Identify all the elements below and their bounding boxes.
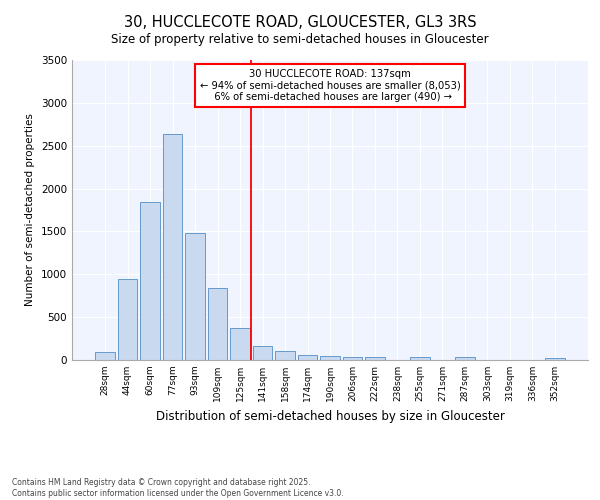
Bar	[320, 356, 340, 360]
Text: Size of property relative to semi-detached houses in Gloucester: Size of property relative to semi-detach…	[111, 32, 489, 46]
Text: 30 HUCCLECOTE ROAD: 137sqm
← 94% of semi-detached houses are smaller (8,053)
  6: 30 HUCCLECOTE ROAD: 137sqm ← 94% of semi…	[200, 69, 460, 102]
Bar	[208, 288, 227, 360]
Text: Contains HM Land Registry data © Crown copyright and database right 2025.
Contai: Contains HM Land Registry data © Crown c…	[12, 478, 344, 498]
Bar	[455, 358, 475, 360]
Bar	[163, 134, 182, 360]
X-axis label: Distribution of semi-detached houses by size in Gloucester: Distribution of semi-detached houses by …	[155, 410, 505, 422]
Bar	[298, 356, 317, 360]
Bar	[365, 358, 385, 360]
Bar	[140, 202, 160, 360]
Bar	[343, 358, 362, 360]
Bar	[253, 346, 272, 360]
Bar	[545, 358, 565, 360]
Text: 30, HUCCLECOTE ROAD, GLOUCESTER, GL3 3RS: 30, HUCCLECOTE ROAD, GLOUCESTER, GL3 3RS	[124, 15, 476, 30]
Bar	[95, 352, 115, 360]
Bar	[410, 358, 430, 360]
Bar	[185, 233, 205, 360]
Bar	[118, 278, 137, 360]
Y-axis label: Number of semi-detached properties: Number of semi-detached properties	[25, 114, 35, 306]
Bar	[275, 350, 295, 360]
Bar	[230, 328, 250, 360]
